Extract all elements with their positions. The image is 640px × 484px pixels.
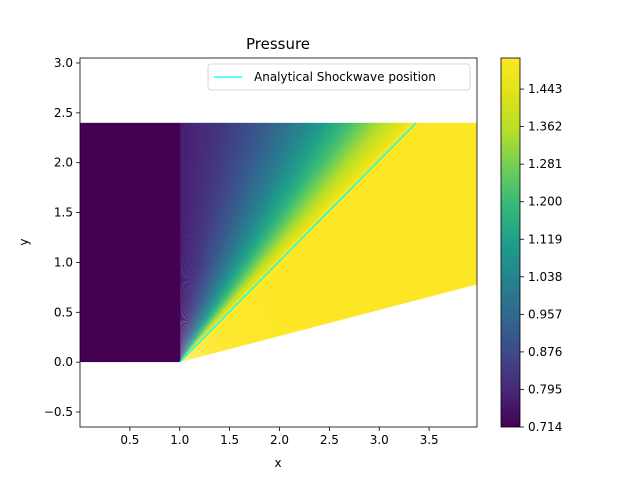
pressure-field: [80, 58, 477, 427]
x-axis-ticks: 0.5 1.0 1.5 2.0 2.5 3.0 3.5: [120, 427, 439, 447]
y-tick-label: 0.5: [54, 305, 73, 319]
shock-line: [179, 122, 417, 363]
pressure-slice: [179, 58, 222, 363]
y-tick-label: 1.0: [54, 255, 73, 269]
pressure-slice: [179, 58, 230, 363]
colorbar-tick-label: 1.200: [528, 195, 562, 209]
y-tick-label: 2.0: [54, 156, 73, 170]
pressure-slice: [179, 58, 215, 363]
pressure-slice: [179, 58, 370, 363]
pressure-slice: [179, 58, 268, 363]
domain-mask-bottom: [80, 284, 477, 427]
pressure-slice: [179, 58, 464, 363]
colorbar-tick-label: 1.119: [528, 232, 562, 246]
pressure-slice: [179, 58, 248, 363]
pressure-slice: [179, 58, 296, 363]
colorbar: [500, 57, 521, 428]
y-tick-label: −0.5: [44, 405, 73, 419]
x-tick-label: 1.5: [220, 433, 239, 447]
pressure-slice: [179, 58, 196, 363]
x-tick-label: 2.0: [270, 433, 289, 447]
pressure-slice: [179, 58, 211, 363]
plot-frame: [79, 57, 478, 428]
y-tick-label: 2.5: [54, 106, 73, 120]
legend-box: [207, 63, 471, 91]
pressure-slice: [179, 58, 256, 363]
pressure-slice: [179, 58, 331, 363]
pressure-slice: [179, 58, 301, 363]
colorbar-tick-label: 1.362: [528, 120, 562, 134]
pressure-slice: [179, 58, 272, 363]
pressure-slice: [179, 58, 292, 363]
colorbar-tick-label: 0.795: [528, 382, 562, 396]
pressure-slice: [179, 58, 233, 363]
pressure-slice: [179, 58, 336, 363]
pressure-slice: [179, 58, 407, 363]
y-tick-label: 0.0: [54, 355, 73, 369]
pressure-slice: [179, 58, 375, 363]
pressure-slice: [179, 58, 402, 363]
pressure-slice: [179, 58, 413, 363]
pressure-slice: [179, 58, 450, 363]
colorbar-tick-label: 0.876: [528, 345, 562, 359]
pressure-slice: [179, 58, 385, 363]
colorbar-tick-label: 0.957: [528, 307, 562, 321]
colorbar-tick-label: 1.038: [528, 270, 562, 284]
pressure-slice: [179, 58, 457, 363]
y-axis-label: y: [17, 238, 31, 245]
pressure-slice: [179, 58, 305, 363]
colorbar-ticks: 0.714 0.795 0.876 0.957 1.038 1.119 1.200 1.281…: [520, 82, 562, 434]
legend-label: Analytical Shockwave position: [254, 70, 436, 84]
pressure-slice: [179, 58, 185, 363]
pressure-slice: [179, 58, 276, 363]
x-tick-label: 3.5: [420, 433, 439, 447]
x-tick-label: 0.5: [120, 433, 139, 447]
free-stream-region: [80, 122, 181, 363]
colorbar-tick-label: 1.281: [528, 157, 562, 171]
pressure-slice: [179, 58, 314, 363]
pressure-slice: [179, 58, 425, 363]
pressure-slice: [179, 58, 444, 363]
chart-title: Pressure: [246, 35, 310, 53]
pressure-slice: [179, 58, 260, 363]
pressure-slice: [179, 58, 350, 363]
pressure-slice: [179, 58, 226, 363]
pressure-slice: [179, 58, 341, 363]
pressure-slice: [179, 58, 396, 363]
pressure-slice: [179, 58, 318, 363]
pressure-slice: [179, 58, 200, 363]
y-tick-label: 3.0: [54, 56, 73, 70]
pressure-slice: [179, 58, 419, 363]
x-tick-label: 1.0: [170, 433, 189, 447]
pressure-slice: [179, 58, 380, 363]
colorbar-tick-label: 0.714: [528, 420, 562, 434]
x-tick-label: 3.0: [370, 433, 389, 447]
pressure-slice: [179, 58, 345, 363]
pressure-slice: [179, 58, 218, 363]
pressure-slice: [179, 58, 355, 363]
x-axis-label: x: [274, 456, 281, 470]
colorbar-tick-label: 1.443: [528, 82, 562, 96]
pressure-slice: [179, 58, 309, 363]
pressure-slice: [179, 58, 189, 363]
pressure-slice: [179, 58, 322, 363]
pressure-slice: [179, 58, 204, 363]
pressure-slice: [179, 58, 280, 363]
y-axis-ticks: −0.5 0.0 0.5 1.0 1.5 2.0 2.5 3.0: [44, 56, 80, 419]
x-tick-label: 2.5: [320, 433, 339, 447]
pressure-slice: [179, 58, 327, 363]
pressure-slice: [179, 58, 391, 363]
pressure-slice: [179, 58, 245, 363]
pressure-slice: [179, 58, 237, 363]
pressure-slice: [179, 58, 207, 363]
pressure-slice: [179, 58, 470, 363]
y-tick-label: 1.5: [54, 206, 73, 220]
pressure-slice: [179, 58, 193, 363]
pressure-slice: [179, 58, 288, 363]
pressure-slice: [179, 58, 264, 363]
pressure-slice: [179, 58, 437, 363]
pressure-slice: [179, 58, 241, 363]
legend: Analytical Shockwave position: [207, 63, 471, 91]
